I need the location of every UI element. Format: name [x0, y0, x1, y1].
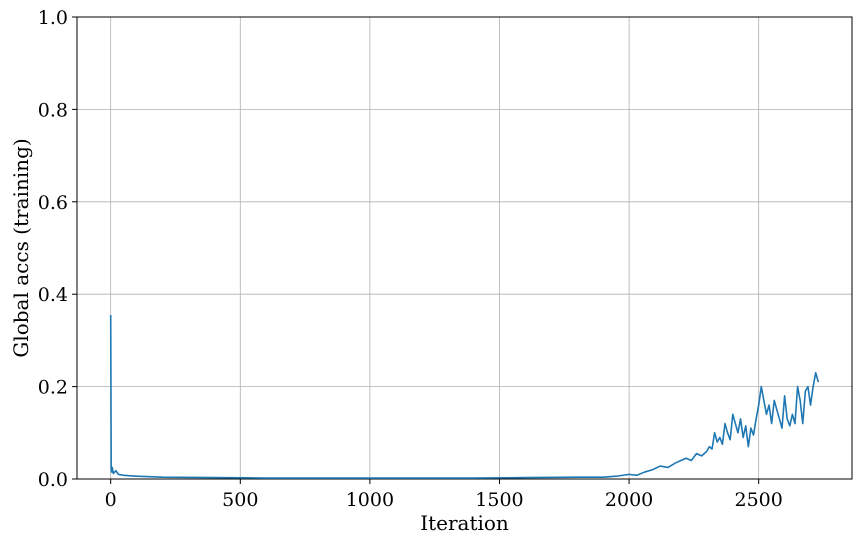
x-axis-ticks: 0 500 1000 1500 2000 2500 — [105, 479, 783, 511]
y-tick-label: 0.4 — [38, 284, 68, 306]
grid — [77, 17, 852, 479]
x-tick-label: 2000 — [605, 489, 653, 511]
x-tick-label: 1000 — [346, 489, 394, 511]
x-axis-label: Iteration — [420, 511, 509, 535]
x-tick-label: 1500 — [475, 489, 523, 511]
y-tick-label: 1.0 — [38, 7, 68, 29]
x-tick-label: 0 — [105, 489, 117, 511]
y-tick-label: 0.8 — [38, 99, 68, 121]
series-line — [109, 314, 820, 479]
plot-frame — [76, 16, 853, 480]
y-tick-label: 0.6 — [38, 192, 68, 214]
y-tick-label: 0.0 — [38, 469, 68, 491]
x-tick-label: 500 — [222, 489, 258, 511]
series-line-group — [109, 314, 820, 479]
y-tick-label: 0.2 — [38, 377, 68, 399]
y-axis-ticks: 0.0 0.2 0.4 0.6 0.8 1.0 — [38, 7, 77, 491]
x-tick-label: 2500 — [735, 489, 783, 511]
y-axis-label: Global accs (training) — [9, 138, 33, 357]
